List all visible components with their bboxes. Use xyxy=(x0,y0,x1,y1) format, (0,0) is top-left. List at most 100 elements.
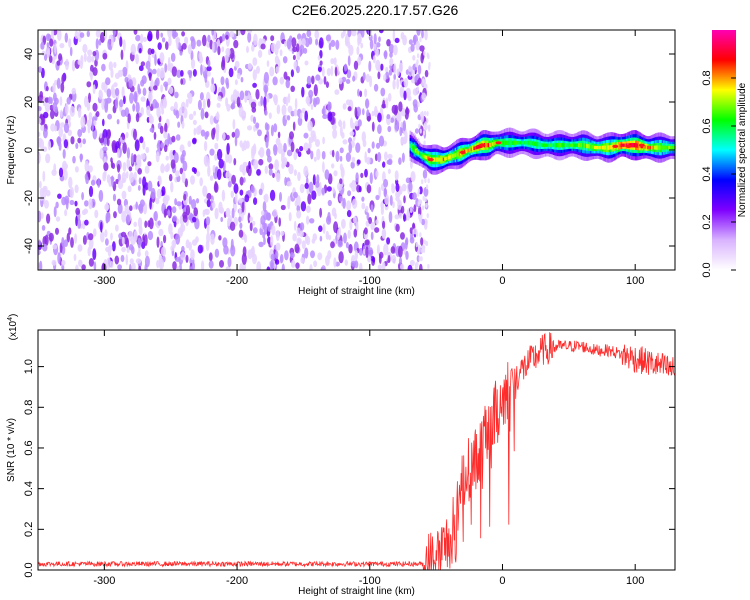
noise-blob xyxy=(330,65,334,77)
noise-blob xyxy=(137,185,141,191)
noise-blob xyxy=(280,230,285,237)
noise-fringe xyxy=(421,179,424,185)
noise-blob xyxy=(375,219,379,225)
noise-blob xyxy=(287,197,291,210)
noise-blob xyxy=(182,214,188,223)
noise-blob xyxy=(373,33,377,45)
noise-blob xyxy=(101,98,105,110)
noise-blob xyxy=(117,203,123,215)
ridge-layer-4 xyxy=(538,142,541,147)
noise-blob xyxy=(114,72,120,80)
noise-blob xyxy=(114,255,120,265)
noise-blob xyxy=(408,181,413,193)
noise-blob xyxy=(192,216,197,223)
noise-blob xyxy=(45,153,51,164)
ridge-layer-4 xyxy=(502,140,505,145)
noise-blob xyxy=(115,224,119,232)
ridge-layer-4 xyxy=(554,143,557,148)
noise-blob xyxy=(202,34,207,47)
ridge-layer-4 xyxy=(559,143,562,148)
noise-blob xyxy=(233,183,239,194)
noise-blob xyxy=(206,71,211,77)
ridge-layer-4 xyxy=(579,143,582,148)
noise-blob xyxy=(364,239,370,246)
noise-blob xyxy=(60,122,65,128)
noise-blob xyxy=(184,178,188,188)
ridge-layer-4 xyxy=(458,151,461,156)
noise-blob xyxy=(259,226,264,236)
noise-blob xyxy=(308,136,314,143)
noise-blob xyxy=(156,142,161,150)
noise-blob xyxy=(121,246,126,253)
noise-blob xyxy=(236,30,241,36)
noise-blob xyxy=(239,263,244,270)
noise-blob xyxy=(184,36,189,45)
noise-blob xyxy=(207,98,211,108)
noise-blob xyxy=(290,85,296,93)
ridge-layer-4 xyxy=(575,143,578,147)
ridge-layer-4 xyxy=(609,145,612,150)
noise-blob xyxy=(328,42,332,51)
noise-blob xyxy=(350,117,353,129)
noise-blob xyxy=(311,190,317,200)
noise-blob xyxy=(405,177,411,184)
ridge-peak xyxy=(638,143,645,147)
noise-blob xyxy=(225,47,231,57)
noise-blob xyxy=(195,126,201,135)
noise-blob xyxy=(343,30,346,37)
noise-blob xyxy=(405,107,410,115)
noise-blob xyxy=(88,258,94,267)
noise-blob xyxy=(175,134,181,141)
noise-blob xyxy=(163,131,168,139)
noise-blob xyxy=(252,227,258,234)
noise-blob xyxy=(319,60,323,66)
noise-blob xyxy=(190,175,195,185)
noise-blob xyxy=(202,98,206,110)
noise-fringe xyxy=(427,263,430,269)
noise-blob xyxy=(134,139,140,152)
noise-blob xyxy=(58,167,64,178)
noise-blob xyxy=(325,255,330,267)
noise-blob xyxy=(197,99,202,111)
ridge-layer-4 xyxy=(637,143,640,148)
noise-blob xyxy=(168,86,174,95)
noise-blob xyxy=(399,126,403,137)
noise-blob xyxy=(117,147,120,159)
noise-blob xyxy=(368,60,372,72)
ridge-layer-4 xyxy=(551,143,554,148)
noise-blob xyxy=(147,230,154,241)
noise-blob xyxy=(112,241,116,252)
noise-blob xyxy=(383,50,388,60)
noise-blob xyxy=(304,110,309,122)
noise-blob xyxy=(69,199,75,206)
noise-blob xyxy=(137,217,143,228)
ridge-layer-4 xyxy=(552,143,555,148)
noise-blob xyxy=(52,244,58,250)
ridge-layer-4 xyxy=(420,153,423,157)
noise-blob xyxy=(355,172,359,183)
noise-blob xyxy=(92,248,97,261)
noise-blob xyxy=(101,63,106,72)
ridge-layer-4 xyxy=(533,141,535,146)
noise-blob xyxy=(193,207,198,217)
noise-blob xyxy=(264,86,268,98)
noise-blob xyxy=(391,104,397,114)
ridge-layer-4 xyxy=(550,143,553,147)
noise-blob xyxy=(407,95,412,102)
noise-blob xyxy=(320,266,325,270)
noise-blob xyxy=(359,90,363,98)
noise-blob xyxy=(206,199,211,208)
noise-blob xyxy=(338,195,343,202)
noise-blob xyxy=(328,111,333,122)
ridge-layer-4 xyxy=(501,140,503,145)
noise-blob xyxy=(389,195,393,206)
noise-blob xyxy=(343,63,348,72)
noise-blob xyxy=(387,92,392,102)
x-tick-label: -300 xyxy=(93,575,115,587)
noise-blob xyxy=(393,63,397,75)
noise-blob xyxy=(414,128,420,134)
noise-blob xyxy=(63,122,70,134)
snr-line xyxy=(38,332,675,570)
noise-blob xyxy=(403,195,406,204)
noise-fringe xyxy=(419,232,422,238)
